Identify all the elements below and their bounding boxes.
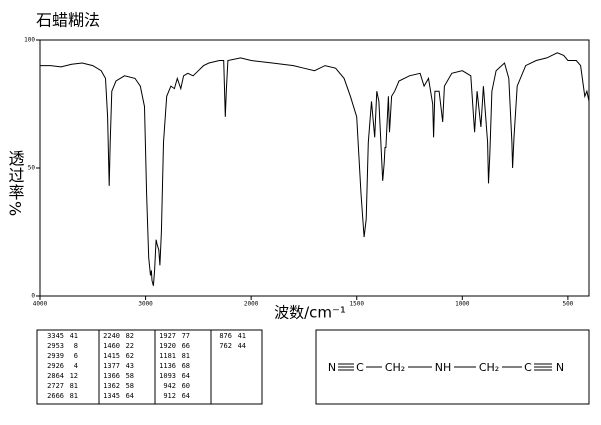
peak-transmittance: 60 [182, 382, 190, 390]
peak-transmittance: 8 [74, 342, 78, 350]
y-tick-label: 50 [28, 165, 36, 172]
peak-wavenumber: 1927 [159, 332, 176, 340]
peak-transmittance: 58 [126, 382, 134, 390]
peak-transmittance: 58 [126, 372, 134, 380]
atom-label: N [556, 361, 564, 374]
y-tick-label: 100 [24, 37, 35, 44]
peak-wavenumber: 762 [219, 342, 232, 350]
peak-transmittance: 22 [126, 342, 134, 350]
peak-wavenumber: 876 [219, 332, 232, 340]
peak-transmittance: 43 [126, 362, 134, 370]
peak-transmittance: 81 [182, 352, 190, 360]
peak-wavenumber: 1920 [159, 342, 176, 350]
x-axis-label: 波数/cm⁻¹ [274, 304, 346, 322]
x-tick-label: 4000 [33, 301, 48, 308]
peak-wavenumber: 1136 [159, 362, 176, 370]
peak-wavenumber: 1460 [103, 342, 120, 350]
peak-wavenumber: 942 [163, 382, 176, 390]
peak-transmittance: 81 [70, 392, 78, 400]
structure-box [315, 329, 590, 405]
peak-transmittance: 41 [238, 332, 246, 340]
spectrum-line [40, 52, 590, 286]
x-tick-label: 2000 [244, 301, 259, 308]
y-tick-label: 0 [31, 293, 35, 300]
peak-wavenumber: 2727 [47, 382, 64, 390]
peak-transmittance: 68 [182, 362, 190, 370]
plot-frame [39, 39, 590, 297]
x-tick-label: 1500 [350, 301, 365, 308]
peak-wavenumber: 1181 [159, 352, 176, 360]
peak-wavenumber: 1093 [159, 372, 176, 380]
atom-label: NH [435, 361, 452, 374]
bonds [338, 363, 552, 371]
peak-transmittance: 64 [182, 372, 190, 380]
peak-wavenumber: 2240 [103, 332, 120, 340]
peak-wavenumber: 2864 [47, 372, 64, 380]
peak-transmittance: 66 [182, 342, 190, 350]
peak-wavenumber: 3345 [47, 332, 64, 340]
peak-transmittance: 4 [74, 362, 78, 370]
peak-wavenumber: 2953 [47, 342, 64, 350]
peak-transmittance: 44 [238, 342, 246, 350]
peak-wavenumber: 1415 [103, 352, 120, 360]
atom-label: CH₂ [479, 361, 499, 374]
peak-transmittance: 82 [126, 332, 134, 340]
atom-label: N [328, 361, 336, 374]
peak-transmittance: 12 [70, 372, 78, 380]
table-box [36, 329, 263, 405]
x-tick-label: 3000 [138, 301, 153, 308]
atom-label: CH₂ [385, 361, 405, 374]
peak-wavenumber: 1377 [103, 362, 120, 370]
peak-wavenumber: 1366 [103, 372, 120, 380]
peak-transmittance: 77 [182, 332, 190, 340]
atom-label: C [356, 361, 364, 374]
chart-title: 石蜡糊法 [36, 11, 100, 30]
peak-transmittance: 81 [70, 382, 78, 390]
peak-wavenumber: 2939 [47, 352, 64, 360]
peak-transmittance: 62 [126, 352, 134, 360]
peak-transmittance: 64 [126, 392, 134, 400]
atom-label: C [524, 361, 532, 374]
x-tick-label: 1000 [455, 301, 470, 308]
peak-transmittance: 64 [182, 392, 190, 400]
peak-transmittance: 41 [70, 332, 78, 340]
peak-transmittance: 6 [74, 352, 78, 360]
peak-wavenumber: 912 [163, 392, 176, 400]
y-axis-label: 透过率% [6, 150, 25, 217]
peak-wavenumber: 2666 [47, 392, 64, 400]
x-tick-label: 500 [562, 301, 573, 308]
peak-wavenumber: 1362 [103, 382, 120, 390]
peak-wavenumber: 1345 [103, 392, 120, 400]
peak-wavenumber: 2926 [47, 362, 64, 370]
